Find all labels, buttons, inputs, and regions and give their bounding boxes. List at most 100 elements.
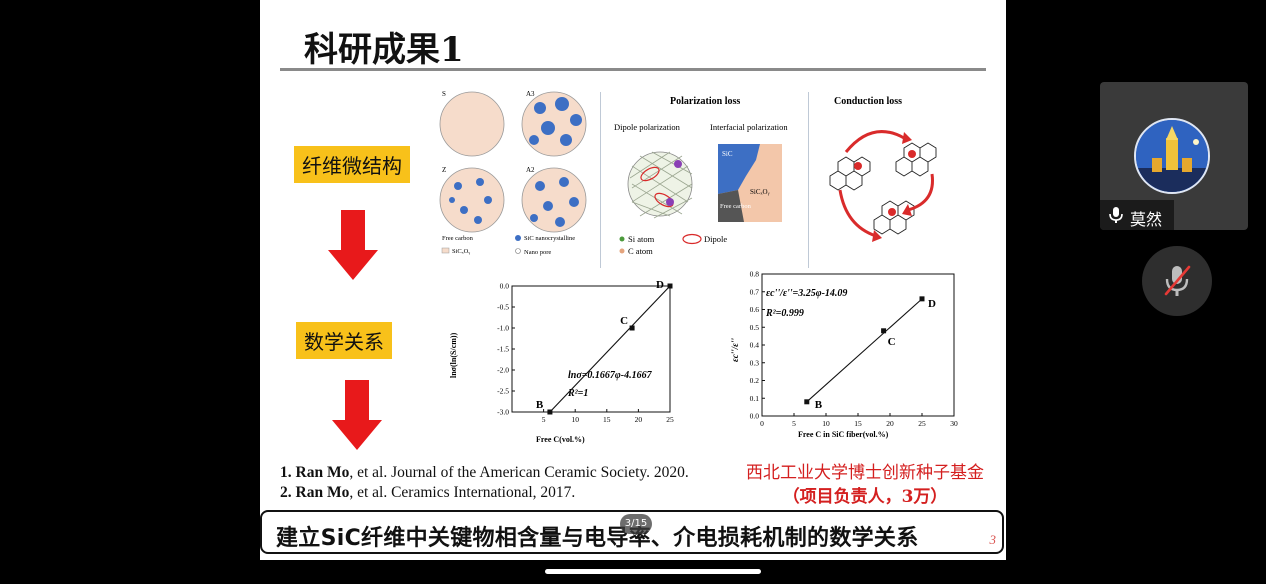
y-tick-label: 0.6 [750, 305, 760, 314]
y-tick-label: 0.5 [750, 323, 760, 332]
data-point [547, 409, 553, 415]
dipole-lattice [627, 151, 693, 219]
microphone-muted-icon [1164, 265, 1191, 296]
svg-text:SiC nanocrystalline: SiC nanocrystalline [524, 235, 575, 242]
data-point [881, 328, 887, 334]
point-label: B [815, 399, 823, 411]
x-tick-label: 20 [886, 419, 894, 428]
svg-text:Polarization loss: Polarization loss [670, 96, 740, 107]
reference-2: 2. Ran Mo, et al. Ceramics International… [280, 484, 576, 501]
point-label: D [928, 298, 936, 310]
point-label: B [536, 399, 544, 411]
participant-video-tile[interactable]: 莫然 [1100, 82, 1248, 230]
building-icon [1136, 120, 1208, 192]
chart1-xlabel: Free C(vol.%) [536, 435, 585, 444]
x-tick-label: 20 [635, 415, 643, 424]
data-point [667, 283, 673, 289]
x-tick-label: 25 [918, 419, 926, 428]
home-indicator[interactable] [545, 569, 761, 574]
x-tick-label: 10 [822, 419, 830, 428]
panel-divider [600, 92, 601, 268]
chart1-r2: R²=1 [567, 388, 588, 399]
y-tick-label: -1.0 [497, 324, 509, 333]
y-tick-label: 0.0 [500, 282, 510, 291]
svg-text:A3: A3 [526, 90, 535, 98]
x-tick-label: 15 [603, 415, 611, 424]
fit-line [806, 298, 923, 403]
funding-detail: （项目负责人，3万） [782, 487, 948, 507]
y-tick-label: -0.5 [497, 303, 509, 312]
fit-line [549, 285, 671, 413]
y-tick-label: 0.4 [750, 341, 760, 350]
svg-text:Free carbon: Free carbon [442, 235, 474, 242]
reference-1: 1. Ran Mo, et al. Journal of the America… [280, 464, 689, 481]
y-tick-label: 0.3 [750, 358, 760, 367]
data-point [629, 325, 635, 331]
x-tick-label: 30 [950, 419, 958, 428]
svg-text:SiCₓOᵧ: SiCₓOᵧ [452, 248, 470, 255]
svg-text:Si atom: Si atom [628, 234, 655, 244]
y-tick-label: 0.2 [750, 376, 760, 385]
mute-toggle-button[interactable] [1142, 246, 1212, 316]
svg-text:Z: Z [442, 166, 446, 174]
slide-caption: 建立SiC纤维中关键物相含量与电导率、介电损耗机制的数学关系 [276, 526, 919, 551]
svg-text:Nano pore: Nano pore [524, 249, 551, 256]
polarization-legend: Si atom C atom Dipole [619, 233, 727, 256]
interfacial-schematic: SiC SiCₓOᵧ Free carbon [718, 144, 782, 222]
svg-text:Free carbon: Free carbon [720, 203, 752, 210]
presentation-slide: 科研成果1 纤维微结构 数学关系 S A3 Z [260, 0, 1006, 560]
y-tick-label: 0.0 [750, 412, 760, 421]
participant-name-bar: 莫然 [1100, 200, 1174, 230]
panel-divider [808, 92, 809, 268]
point-label: C [888, 336, 896, 348]
svg-text:A2: A2 [526, 166, 535, 174]
quadrant-s: S [439, 90, 505, 157]
title-divider [280, 68, 986, 71]
svg-text:Dipole: Dipole [704, 234, 727, 244]
chart2-r2: R²=0.999 [765, 308, 804, 319]
quadrant-z: Z [439, 166, 505, 233]
page-number: 3 [989, 532, 997, 547]
polarization-loss-panel: Polarization loss Dipole polarization In… [614, 96, 788, 256]
quadrant-a3: A3 [521, 90, 587, 157]
y-tick-label: -3.0 [497, 408, 509, 417]
conduction-arrows [838, 130, 934, 238]
conduction-loss-panel: Conduction loss [829, 96, 937, 242]
down-arrow-icon [328, 210, 378, 280]
plot-frame [511, 285, 671, 413]
svg-text:SiCₓOᵧ: SiCₓOᵧ [750, 188, 770, 196]
dielectric-loss-chart: Free C in SiC fiber(vol.%) εc''/ε'' εc''… [730, 270, 958, 440]
svg-text:Dipole polarization: Dipole polarization [614, 122, 681, 132]
tag-math-relation: 数学关系 [296, 322, 392, 359]
avatar [1134, 118, 1210, 194]
chart2-equation: εc''/ε''=3.25φ-14.09 [766, 288, 847, 299]
chart1-ylabel: lnσ(ln(S/cm)) [449, 332, 458, 378]
y-tick-label: -2.0 [497, 366, 509, 375]
caption-box: 建立SiC纤维中关键物相含量与电导率、介电损耗机制的数学关系 3 [260, 510, 1004, 554]
microstructure-legend: Free carbon SiC nanocrystalline SiCₓOᵧ N… [441, 235, 575, 256]
y-tick-label: -1.5 [497, 345, 509, 354]
chart1-equation: lnσ=0.1667φ-4.1667 [568, 370, 653, 381]
svg-text:Conduction loss: Conduction loss [834, 96, 902, 107]
down-arrow-icon [332, 380, 382, 450]
conductivity-chart: Free C(vol.%) lnσ(ln(S/cm)) lnσ=0.1667φ-… [449, 279, 674, 444]
point-label: C [620, 315, 628, 327]
data-point [919, 296, 925, 302]
x-tick-label: 5 [542, 415, 546, 424]
y-tick-label: -2.5 [497, 387, 509, 396]
data-point [804, 399, 810, 405]
page-indicator[interactable]: 3/15 [620, 514, 652, 534]
y-tick-label: 0.1 [750, 394, 760, 403]
svg-text:SiC: SiC [722, 150, 733, 158]
point-label: D [656, 279, 664, 291]
svg-text:C atom: C atom [628, 246, 653, 256]
chart2-ylabel: εc''/ε'' [730, 338, 740, 362]
x-tick-label: 15 [854, 419, 862, 428]
y-tick-label: 0.7 [750, 287, 760, 296]
quadrant-a2: A2 [521, 166, 587, 233]
x-tick-label: 25 [666, 415, 674, 424]
chart2-xlabel: Free C in SiC fiber(vol.%) [798, 430, 889, 439]
x-tick-label: 0 [760, 419, 764, 428]
funding-title: 西北工业大学博士创新种子基金 [746, 463, 984, 483]
y-tick-label: 0.8 [750, 270, 760, 279]
